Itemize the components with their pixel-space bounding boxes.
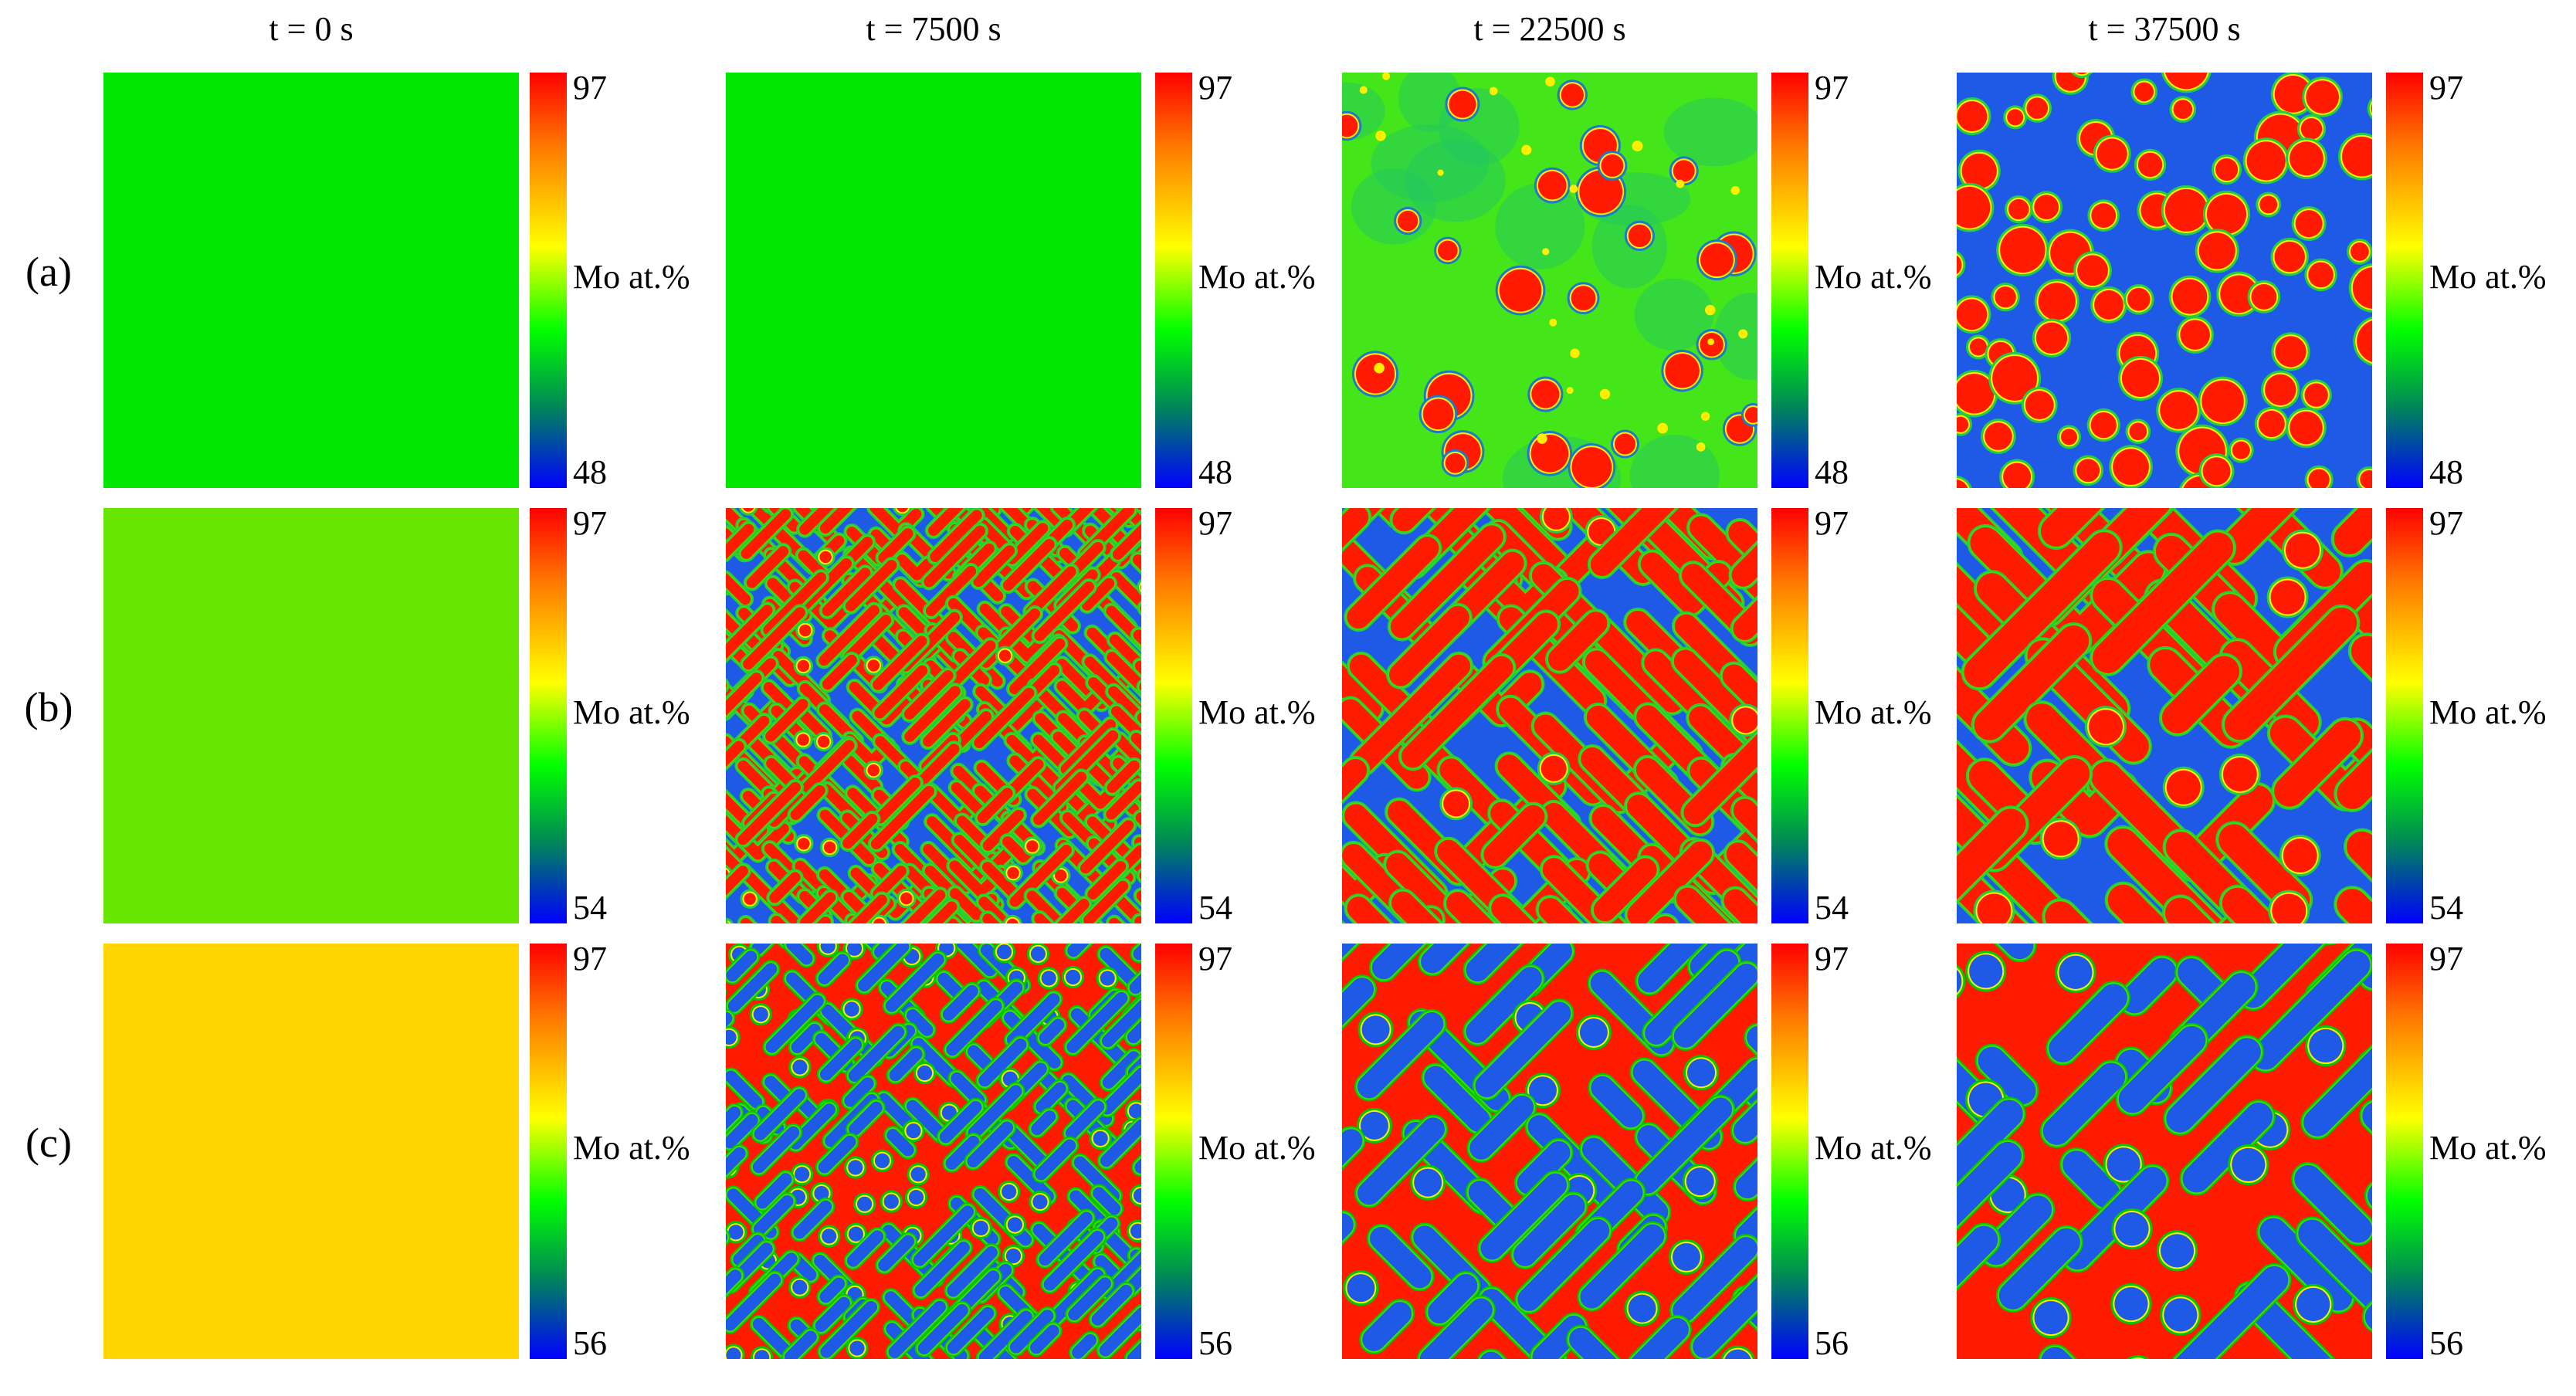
simulation-panel (1342, 944, 1757, 1359)
simulation-panel (103, 73, 519, 488)
colorbar-max-label: 97 (2429, 69, 2463, 107)
colorbar (530, 508, 567, 923)
colorbar-max-label: 97 (1198, 504, 1232, 542)
simulation-panel (1957, 508, 2372, 923)
row-label: (c) (25, 1120, 72, 1166)
colorbar-min-label: 48 (573, 453, 607, 491)
colorbar-title: Mo at.% (2429, 258, 2547, 296)
colorbar-max-label: 97 (573, 504, 607, 542)
colorbar (1771, 508, 1808, 923)
colorbar-max-label: 97 (1198, 69, 1232, 107)
colorbar-title: Mo at.% (1815, 1129, 1932, 1167)
colorbar (1155, 508, 1192, 923)
simulation-panel (1342, 508, 1757, 923)
column-title: t = 7500 s (866, 10, 1002, 48)
colorbar-max-label: 97 (2429, 940, 2463, 978)
colorbar-title: Mo at.% (573, 258, 690, 296)
simulation-panel (726, 73, 1141, 488)
colorbar-title: Mo at.% (1815, 258, 1932, 296)
colorbar-max-label: 97 (1198, 940, 1232, 978)
colorbar-min-label: 54 (1815, 889, 1849, 927)
colorbar-min-label: 56 (2429, 1324, 2463, 1362)
colorbar-title: Mo at.% (573, 693, 690, 731)
colorbar-min-label: 48 (2429, 453, 2463, 491)
colorbar-max-label: 97 (1815, 504, 1849, 542)
colorbar-min-label: 54 (1198, 889, 1232, 927)
colorbar-title: Mo at.% (1198, 258, 1316, 296)
colorbar (1771, 944, 1808, 1359)
colorbar-min-label: 48 (1198, 453, 1232, 491)
colorbar-title: Mo at.% (1815, 693, 1932, 731)
colorbar-title: Mo at.% (2429, 1129, 2547, 1167)
colorbar-max-label: 97 (573, 940, 607, 978)
simulation-panel (103, 944, 519, 1359)
colorbar-max-label: 97 (1815, 940, 1849, 978)
colorbar-max-label: 97 (1815, 69, 1849, 107)
colorbar (2386, 73, 2423, 488)
colorbar-min-label: 56 (1815, 1324, 1849, 1362)
colorbar-min-label: 54 (2429, 889, 2463, 927)
colorbar (1771, 73, 1808, 488)
colorbar-min-label: 56 (573, 1324, 607, 1362)
simulation-panel (1957, 944, 2372, 1359)
colorbar-title: Mo at.% (1198, 1129, 1316, 1167)
simulation-panel (1957, 73, 2372, 488)
colorbar-title: Mo at.% (573, 1129, 690, 1167)
colorbar-title: Mo at.% (2429, 693, 2547, 731)
simulation-panel (103, 508, 519, 923)
colorbar-max-label: 97 (2429, 504, 2463, 542)
colorbar-min-label: 54 (573, 889, 607, 927)
row-label: (b) (24, 684, 73, 730)
simulation-panel (726, 508, 1141, 923)
colorbar (1155, 944, 1192, 1359)
colorbar-min-label: 56 (1198, 1324, 1232, 1362)
row-label: (a) (25, 249, 72, 295)
simulation-panel (1342, 73, 1757, 488)
colorbar (2386, 944, 2423, 1359)
colorbar-title: Mo at.% (1198, 693, 1316, 731)
colorbar-min-label: 48 (1815, 453, 1849, 491)
colorbar (530, 944, 567, 1359)
colorbar (1155, 73, 1192, 488)
column-title: t = 37500 s (2088, 10, 2241, 48)
simulation-panel (726, 944, 1141, 1359)
colorbar (2386, 508, 2423, 923)
colorbar (530, 73, 567, 488)
column-title: t = 0 s (269, 10, 354, 48)
column-title: t = 22500 s (1473, 10, 1626, 48)
colorbar-max-label: 97 (573, 69, 607, 107)
